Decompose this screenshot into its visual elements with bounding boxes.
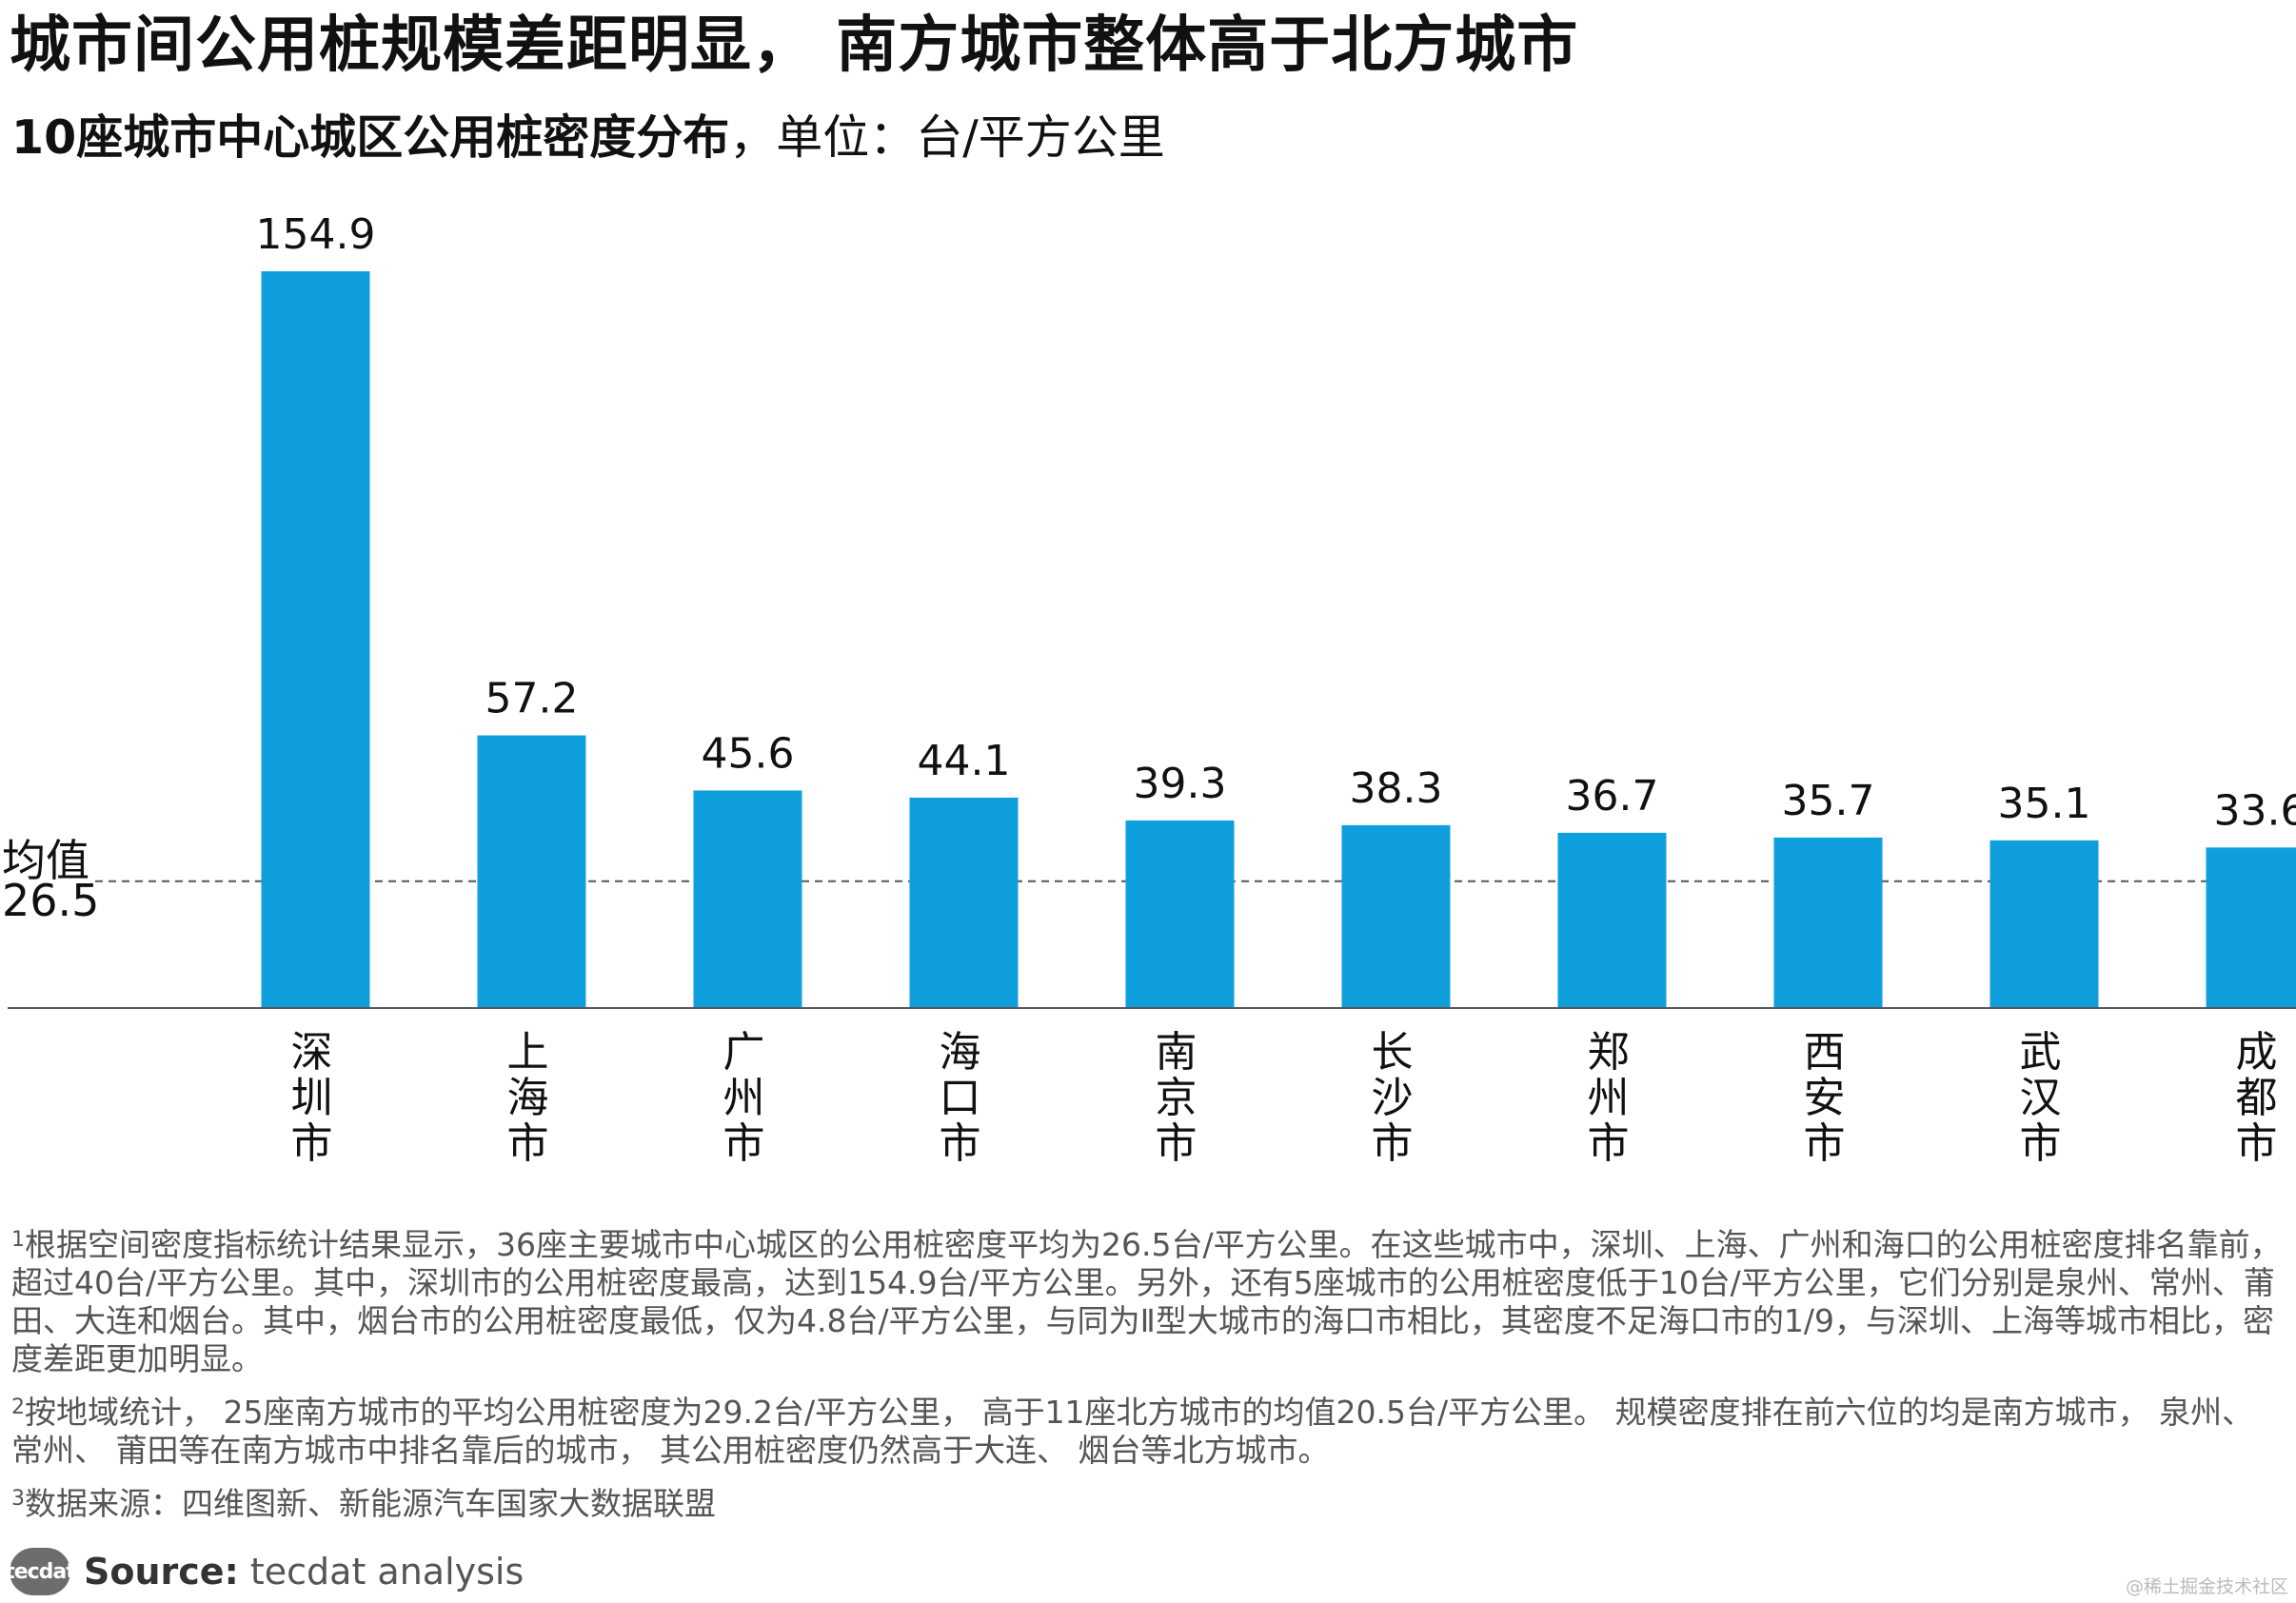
bar-1 (261, 271, 370, 1007)
bar-3 (693, 790, 802, 1007)
mean-label-value: 26.5 (2, 875, 99, 926)
bar-2 (477, 735, 586, 1007)
source-line: tecdat Source: tecdat analysis (5, 1548, 524, 1595)
category-label-8: 西安市 (1804, 1028, 1846, 1168)
bar-8 (1773, 837, 1883, 1007)
category-label-1: 深圳市 (291, 1028, 333, 1168)
footnote-2-text: 按地域统计， 25座南方城市的平均公用桩密度为29.2台/平方公里， 高于11座… (11, 1394, 2254, 1469)
bar-10 (2206, 847, 2296, 1007)
watermark: @稀土掘金技术社区 (2125, 1576, 2288, 1597)
footnote-2: 2按地域统计， 25座南方城市的平均公用桩密度为29.2台/平方公里， 高于11… (11, 1394, 2282, 1470)
data-label-3: 45.6 (702, 729, 795, 778)
subtitle-unit: ，单位：台/平方公里 (729, 110, 1165, 165)
data-label-1: 154.9 (256, 210, 376, 259)
data-label-9: 35.1 (1998, 780, 2091, 828)
source-text: Source: tecdat analysis (84, 1551, 524, 1593)
footnote-2-mark: 2 (11, 1395, 25, 1419)
category-label-10: 成都市 (2236, 1028, 2278, 1168)
footnote-3-text: 数据来源：四维图新、新能源汽车国家大数据联盟 (25, 1485, 716, 1522)
footnote-3-mark: 3 (11, 1487, 25, 1511)
source-name: tecdat analysis (249, 1551, 525, 1593)
footnote-1-text: 根据空间密度指标统计结果显示，36座主要城市中心城区的公用桩密度平均为26.5台… (11, 1226, 2282, 1377)
category-label-5: 南京市 (1156, 1028, 1197, 1168)
category-label-9: 武汉市 (2020, 1028, 2062, 1168)
tecdat-logo: tecdat (5, 1548, 76, 1595)
category-label-4: 海口市 (940, 1028, 981, 1168)
category-label-3: 广州市 (723, 1028, 765, 1168)
category-label-6: 长沙市 (1372, 1028, 1414, 1168)
source-label: Source: (84, 1551, 239, 1593)
footnotes: 1根据空间密度指标统计结果显示，36座主要城市中心城区的公用桩密度平均为26.5… (11, 1226, 2282, 1538)
bar-5 (1125, 820, 1235, 1007)
data-label-4: 44.1 (918, 737, 1011, 785)
bar-7 (1557, 832, 1667, 1007)
category-label-2: 上海市 (507, 1028, 549, 1168)
data-label-7: 36.7 (1566, 772, 1659, 821)
subtitle-strong: 10座城市中心城区公用桩密度分布 (11, 110, 730, 165)
bar-6 (1341, 824, 1451, 1007)
data-label-10: 33.6 (2214, 786, 2296, 835)
footnote-1: 1根据空间密度指标统计结果显示，36座主要城市中心城区的公用桩密度平均为26.5… (11, 1226, 2282, 1378)
chart-subtitle: 10座城市中心城区公用桩密度分布，单位：台/平方公里 (11, 105, 1165, 171)
bar-9 (1989, 840, 2099, 1007)
bar-4 (909, 797, 1019, 1007)
footnote-1-mark: 1 (11, 1228, 25, 1252)
data-label-6: 38.3 (1350, 764, 1443, 813)
data-label-5: 39.3 (1134, 760, 1227, 808)
chart-title: 城市间公用桩规模差距明显， 南方城市整体高于北方城市 (10, 10, 1579, 81)
mean-label-title: 均值 (2, 835, 89, 886)
data-label-8: 35.7 (1782, 777, 1875, 825)
data-label-2: 57.2 (485, 675, 579, 723)
category-label-7: 郑州市 (1588, 1028, 1630, 1168)
footnote-3: 3数据来源：四维图新、新能源汽车国家大数据联盟 (11, 1485, 2282, 1523)
